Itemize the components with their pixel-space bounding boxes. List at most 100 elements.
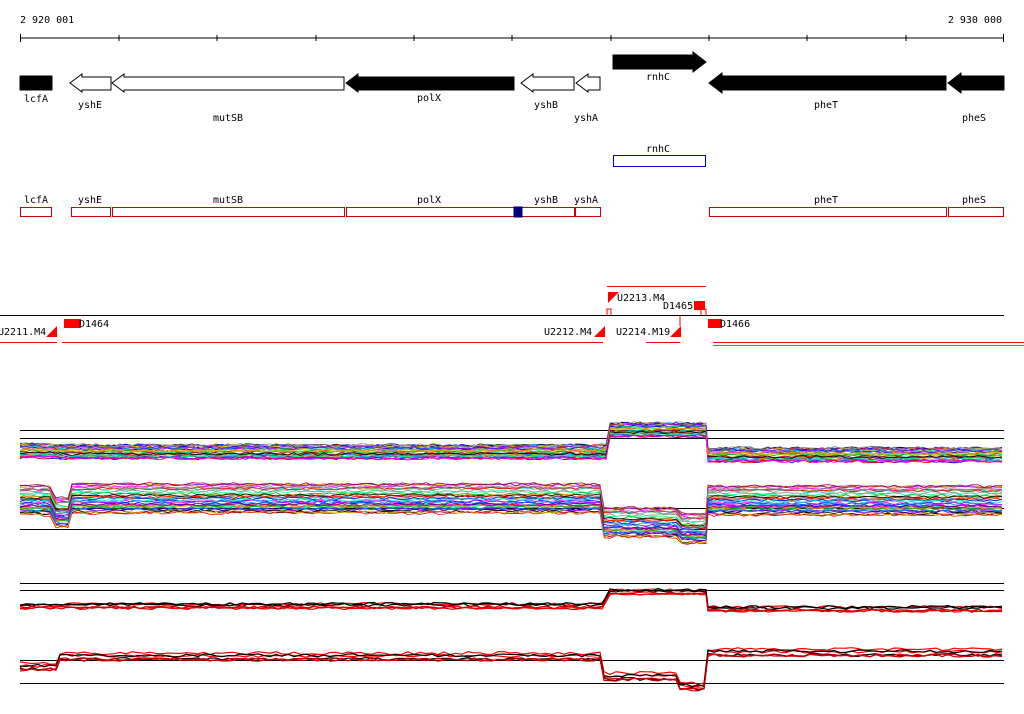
feature-U2213-M4[interactable]: U2213.M4 — [608, 292, 665, 304]
profile-trace — [19, 500, 1003, 535]
profile-trace — [19, 507, 1003, 541]
profile-trace — [20, 506, 1003, 540]
profile-trace — [19, 494, 1003, 528]
profile-trace — [19, 434, 1003, 464]
gene-yshB[interactable]: yshB — [520, 73, 575, 111]
profile-trace — [19, 649, 1003, 688]
gene-yshA[interactable]: yshA — [574, 73, 601, 124]
gene-label-pheS: pheS — [962, 113, 986, 124]
profile-trace — [19, 653, 1003, 690]
profile-trace — [19, 421, 1003, 451]
profile-trace — [19, 499, 1003, 534]
profile-trace — [19, 423, 1003, 453]
profile-trace — [19, 509, 1003, 543]
track3-label-mutSB: mutSB — [213, 195, 243, 206]
ruler-end-label: 2 930 000 — [948, 15, 1002, 26]
profile-lines-1 — [19, 421, 1003, 464]
ruler-start-label: 2 920 001 — [20, 15, 74, 26]
profile-lines-3 — [19, 587, 1003, 614]
profile-trace — [19, 431, 1003, 461]
track3-label-yshA: yshA — [574, 195, 598, 206]
track3-label-polX: polX — [417, 195, 441, 206]
profile-trace — [19, 427, 1003, 456]
feature-U2212-M4[interactable]: U2212.M4 — [544, 326, 605, 338]
track3-label-pheS: pheS — [962, 195, 986, 206]
feature-label-D1464: D1464 — [79, 319, 109, 330]
feature-label-U2214-M19: U2214.M19 — [616, 327, 670, 338]
profile-trace — [19, 434, 1003, 464]
gene-label-yshA: yshA — [574, 113, 598, 124]
gene-pheT[interactable]: pheT — [708, 71, 947, 111]
profile-trace — [19, 587, 1003, 609]
profile-trace — [19, 489, 1003, 523]
gene-label-pheT: pheT — [814, 100, 838, 111]
feature-D1466[interactable]: D1466 — [708, 319, 750, 330]
profile-trace — [19, 426, 1003, 455]
feature-spans — [0, 286, 1024, 343]
profile-trace — [19, 502, 1003, 537]
gene-label-yshB: yshB — [534, 100, 558, 111]
feature-U2211-M4[interactable]: U2211.M4 — [0, 326, 57, 338]
profile-trace — [19, 421, 1003, 450]
gene-polX[interactable]: polX — [345, 73, 515, 104]
gene-label-lcfA: lcfA — [24, 94, 48, 105]
gene-yshE[interactable]: yshE — [69, 73, 112, 111]
feature-D1464[interactable]: D1464 — [64, 319, 109, 330]
profile-trace — [19, 422, 1003, 451]
expression-panel-3 — [19, 583, 1004, 614]
profile-trace — [19, 486, 1003, 520]
track3-label-yshE: yshE — [78, 195, 102, 206]
profile-trace — [19, 591, 1003, 613]
profile-trace — [19, 493, 1003, 527]
profile-trace — [19, 432, 1003, 462]
track3-polX[interactable]: polX — [346, 195, 575, 218]
profile-trace — [19, 493, 1003, 528]
feature-track: U2211.M4 D1464 U2212.M4 U2213.M4 D1465 U… — [0, 286, 1024, 346]
feature-D1465[interactable]: D1465 — [663, 301, 705, 312]
feature-label-U2212-M4: U2212.M4 — [544, 327, 592, 338]
gene-label-polX: polX — [417, 93, 441, 104]
gene-rnhC[interactable]: rnhC — [612, 50, 707, 83]
track3-pheS[interactable]: pheS — [948, 195, 1004, 217]
gene-track: lcfA yshE mutSB polX yshB yshA r — [19, 50, 1005, 124]
track3-pheT[interactable]: pheT — [709, 195, 947, 217]
profile-trace — [19, 649, 1003, 688]
highlight-block — [513, 206, 523, 218]
profile-trace — [19, 491, 1003, 526]
profile-trace — [19, 495, 1003, 529]
feature-label-D1466: D1466 — [720, 319, 750, 330]
gene-label-yshE: yshE — [78, 100, 102, 111]
coordinate-ruler: 2 920 001 2 930 000 — [20, 15, 1004, 42]
track3-label-pheT: pheT — [814, 195, 838, 206]
feature-U2214-M19[interactable]: U2214.M19 — [616, 316, 681, 338]
profile-trace — [19, 490, 1003, 524]
track-3: lcfA yshE mutSB polX yshB yshA pheT phe — [20, 195, 1004, 218]
gene-pheS[interactable]: pheS — [947, 71, 1005, 124]
gene-label-rnhC: rnhC — [646, 72, 670, 83]
track3-yshA[interactable]: yshA — [574, 195, 601, 217]
profile-trace — [19, 511, 1003, 545]
profile-trace — [19, 510, 1003, 544]
profile-trace — [19, 422, 1003, 452]
track-2: rnhC — [613, 144, 706, 167]
track2-box-rnhC[interactable] — [613, 155, 706, 167]
track3-mutSB[interactable]: mutSB — [112, 195, 345, 217]
track2-label-rnhC: rnhC — [646, 144, 670, 155]
track3-label-lcfA: lcfA — [24, 195, 48, 206]
feature-label-U2211-M4: U2211.M4 — [0, 327, 46, 338]
ruler-ticks — [20, 34, 1004, 42]
track3-yshB[interactable]: yshB — [534, 195, 558, 206]
expression-panel-4 — [19, 647, 1004, 692]
profile-trace — [19, 430, 1003, 459]
profile-trace — [19, 485, 1003, 520]
profile-lines-2 — [19, 482, 1003, 545]
gene-mutSB[interactable]: mutSB — [111, 73, 345, 124]
gene-lcfA[interactable]: lcfA — [19, 75, 53, 105]
profile-trace — [19, 647, 1003, 685]
track3-lcfA[interactable]: lcfA — [20, 195, 52, 217]
expression-panel-2 — [19, 482, 1004, 545]
track3-yshE[interactable]: yshE — [71, 195, 111, 217]
profile-trace — [19, 497, 1003, 532]
